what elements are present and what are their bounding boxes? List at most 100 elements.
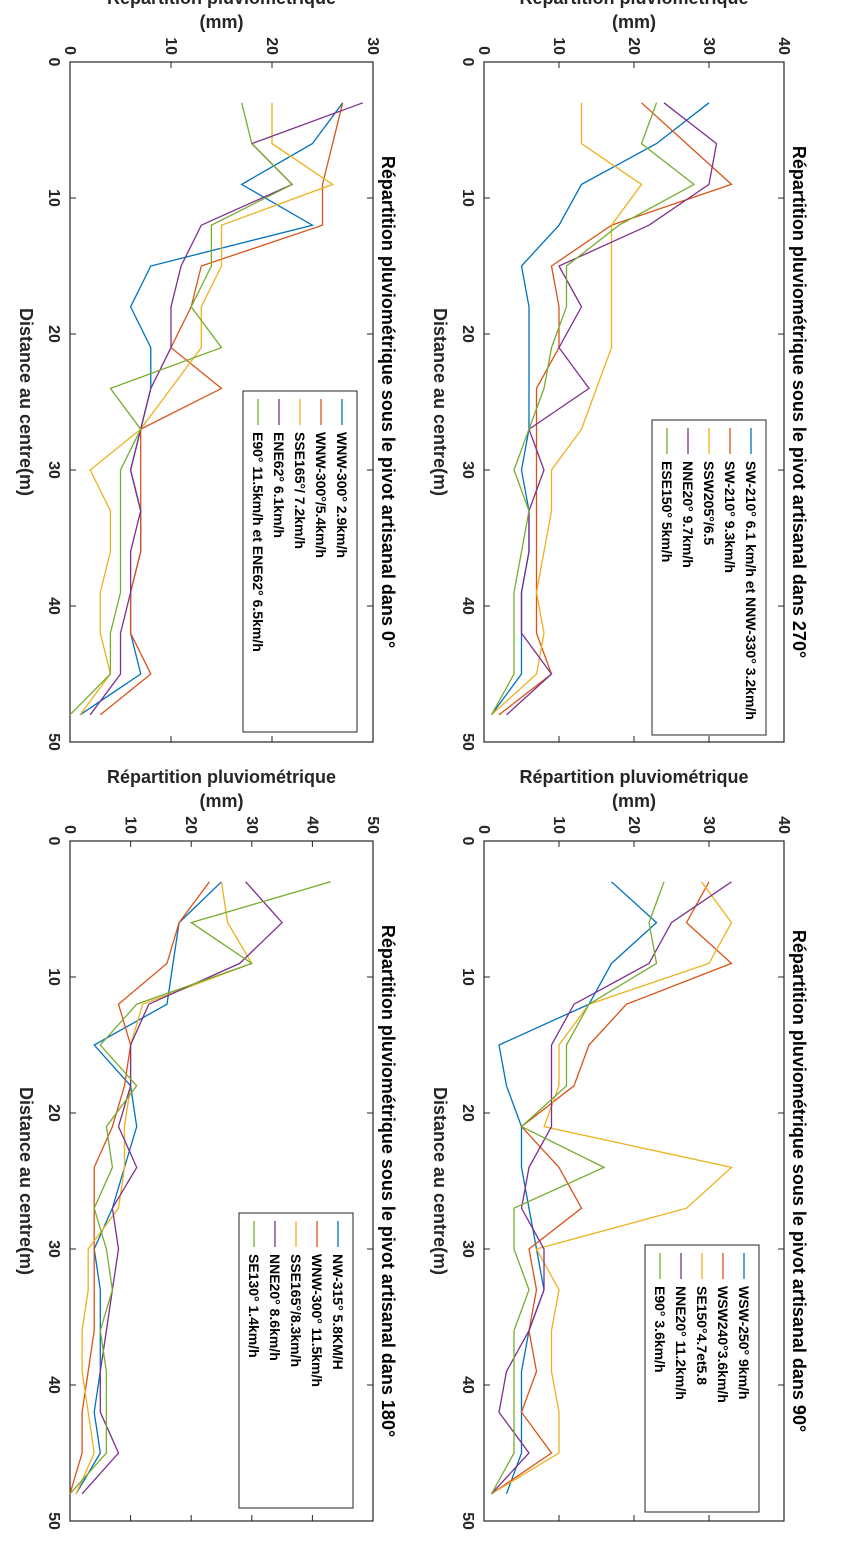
- x-tick-label: 50: [45, 733, 62, 751]
- series-line-5: [490, 881, 665, 1495]
- chart-title: Répartition pluviométrique sous le pivot…: [378, 156, 398, 648]
- legend-label-3: SSW205°/6.5: [701, 461, 717, 545]
- legend-label-1: SW-210° 6.1 km/h et NNW-330° 3.2km/h: [743, 461, 759, 720]
- legend-label-2: WNW-300° 11.5km/h: [309, 1254, 325, 1387]
- y-tick-label: 10: [122, 816, 139, 834]
- x-tick-label: 50: [45, 1512, 62, 1530]
- x-tick-label: 40: [45, 597, 62, 615]
- legend-label-5: SE130° 1.4km/h: [246, 1254, 262, 1358]
- legend-label-1: NW-315° 5.8KM/H: [330, 1254, 346, 1370]
- x-axis-label: Distance au centre(m): [16, 1087, 36, 1275]
- y-tick-label: 0: [61, 825, 78, 834]
- series-line-2: [99, 102, 344, 716]
- y-axis-label-line-2: (mm): [200, 12, 244, 32]
- x-tick-label: 30: [459, 1240, 476, 1258]
- x-axis-label: Distance au centre(m): [16, 308, 36, 496]
- y-axis-label-line-2: (mm): [200, 791, 244, 811]
- chart-title: Répartition pluviométrique sous le pivot…: [789, 146, 809, 658]
- y-tick-label: 20: [182, 816, 199, 834]
- chart-title: Répartition pluviométrique sous le pivot…: [789, 930, 809, 1432]
- y-tick-label: 30: [364, 37, 381, 55]
- x-tick-label: 0: [45, 58, 62, 67]
- legend-label-3: SE150°4.7et5.8: [694, 1286, 710, 1385]
- y-axis-label: Répartition pluviométrique (mm): [107, 767, 336, 811]
- x-tick-label: 10: [45, 968, 62, 986]
- chart-panel-270: 0 10 20 30 40 50 0 10 20 30 40 Répartition pluviomé…: [430, 0, 809, 751]
- chart-panel-180: 0 10 20 30 40 50 0 10 20 30 40 50 Répartition pluvio…: [16, 767, 398, 1530]
- x-tick-label: 10: [459, 189, 476, 207]
- y-tick-label: 20: [625, 816, 642, 834]
- legend-box: [242, 390, 358, 733]
- legend-label-5: E90° 11.5km/h et ENE62° 6.5km/h: [250, 432, 266, 652]
- x-tick-label: 40: [45, 1376, 62, 1394]
- x-axis-label: Distance au centre(m): [430, 308, 450, 496]
- y-axis-label-line-1: Répartition pluviométrique: [519, 767, 748, 787]
- legend-label-4: NNE20° 8.6km/h: [267, 1254, 283, 1361]
- x-tick-label: 20: [45, 1104, 62, 1122]
- series-line-5: [69, 881, 331, 1495]
- y-tick-label: 10: [550, 816, 567, 834]
- y-axis-label-line-2: (mm): [612, 12, 656, 32]
- x-tick-label: 20: [459, 1104, 476, 1122]
- y-axis-label-line-1: Répartition pluviométrique: [107, 767, 336, 787]
- legend-label-4: ENE62° 6.1km/h: [271, 432, 287, 538]
- series-line-2: [491, 881, 733, 1495]
- y-axis-label-line-1: Répartition pluviométrique: [519, 0, 748, 8]
- legend-label-3: SSE165°/ 7.2km/h: [292, 432, 308, 549]
- y-tick-label: 0: [475, 825, 492, 834]
- series-line-4: [89, 102, 364, 716]
- legend-label-1: WSW-250° 9km/h: [736, 1286, 752, 1399]
- y-tick-label: 10: [162, 37, 179, 55]
- x-tick-label: 0: [45, 837, 62, 846]
- series-line-3: [79, 102, 335, 716]
- x-tick-label: 40: [459, 1376, 476, 1394]
- x-tick-label: 30: [45, 461, 62, 479]
- y-axis-label: Répartition pluviométrique (mm): [107, 0, 336, 32]
- legend-label-2: WSW240°3.6km/h: [715, 1286, 731, 1403]
- x-tick-label: 50: [459, 733, 476, 751]
- series-line-4: [491, 881, 732, 1495]
- legend-label-3: SSE165°/8.3km/h: [288, 1254, 304, 1367]
- legend-box: [238, 1212, 354, 1509]
- y-tick-label: 0: [61, 46, 78, 55]
- y-axis-label-line-1: Répartition pluviométrique: [107, 0, 336, 8]
- y-tick-label: 10: [550, 37, 567, 55]
- x-tick-label: 0: [459, 58, 476, 67]
- legend-label-2: SW-210° 9.3km/h: [722, 461, 738, 573]
- legend-label-5: ESE150° 5km/h: [659, 461, 675, 562]
- series-line-1: [75, 881, 222, 1495]
- x-tick-label: 40: [459, 597, 476, 615]
- x-tick-label: 30: [45, 1240, 62, 1258]
- y-axis-label: Répartition pluviométrique (mm): [519, 0, 748, 32]
- legend-label-4: NNE20° 9.7km/h: [680, 461, 696, 568]
- y-tick-label: 30: [700, 816, 717, 834]
- legend-label-4: NNE20° 11.2km/h: [673, 1286, 689, 1400]
- legend-label-2: WNW-300°/5.4km/h: [313, 432, 329, 558]
- series-line-3: [491, 881, 733, 1495]
- series-line-3: [75, 881, 253, 1495]
- y-tick-label: 20: [625, 37, 642, 55]
- chart-title: Répartition pluviométrique sous le pivot…: [378, 925, 398, 1437]
- x-tick-label: 30: [459, 461, 476, 479]
- y-tick-label: 40: [775, 37, 792, 55]
- x-axis-label: Distance au centre(m): [430, 1087, 450, 1275]
- legend-label-1: WNW-300° 2.9km/h: [334, 432, 350, 558]
- y-axis-label: Répartition pluviométrique (mm): [519, 767, 748, 811]
- chart-panel-90: 0 10 20 30 40 50 0 10 20 30 40 Répartition pluviomé…: [430, 767, 809, 1530]
- series-line-5: [490, 102, 696, 716]
- y-tick-label: 40: [303, 816, 320, 834]
- x-tick-label: 20: [45, 325, 62, 343]
- x-tick-label: 20: [459, 325, 476, 343]
- chart-panel-0: 0 10 20 30 40 50 0 10 20 30 Répartition pluviométr…: [16, 0, 398, 751]
- series-line-5: [69, 102, 294, 716]
- y-tick-label: 0: [475, 46, 492, 55]
- x-tick-label: 50: [459, 1512, 476, 1530]
- x-tick-label: 10: [45, 189, 62, 207]
- y-tick-label: 20: [263, 37, 280, 55]
- y-axis-label-line-2: (mm): [612, 791, 656, 811]
- legend-label-5: E90° 3.6km/h: [652, 1286, 668, 1373]
- y-tick-label: 40: [775, 816, 792, 834]
